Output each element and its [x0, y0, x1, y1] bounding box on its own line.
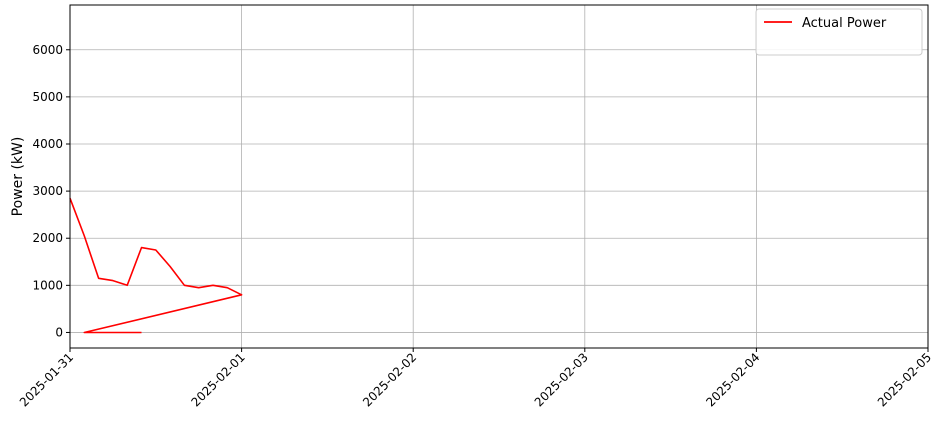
series-line	[69, 197, 243, 334]
legend: Actual Power	[755, 8, 923, 56]
y-tick-label: 6000	[32, 43, 63, 57]
plot-frame	[69, 4, 929, 349]
y-tick-label: 2000	[32, 231, 63, 245]
y-tick-label: 4000	[32, 137, 63, 151]
y-tick-label: 1000	[32, 278, 63, 292]
y-axis: 0 1000 2000 3000 4000 5000 6000	[32, 43, 70, 339]
legend-box	[755, 8, 923, 56]
y-tick-label: 3000	[32, 184, 63, 198]
y-tick-label: 5000	[32, 90, 63, 104]
legend-label: Actual Power	[802, 16, 887, 31]
y-axis-label: Power (kW)	[10, 137, 26, 217]
series-lines	[69, 197, 243, 334]
y-tick-label: 0	[55, 325, 63, 339]
